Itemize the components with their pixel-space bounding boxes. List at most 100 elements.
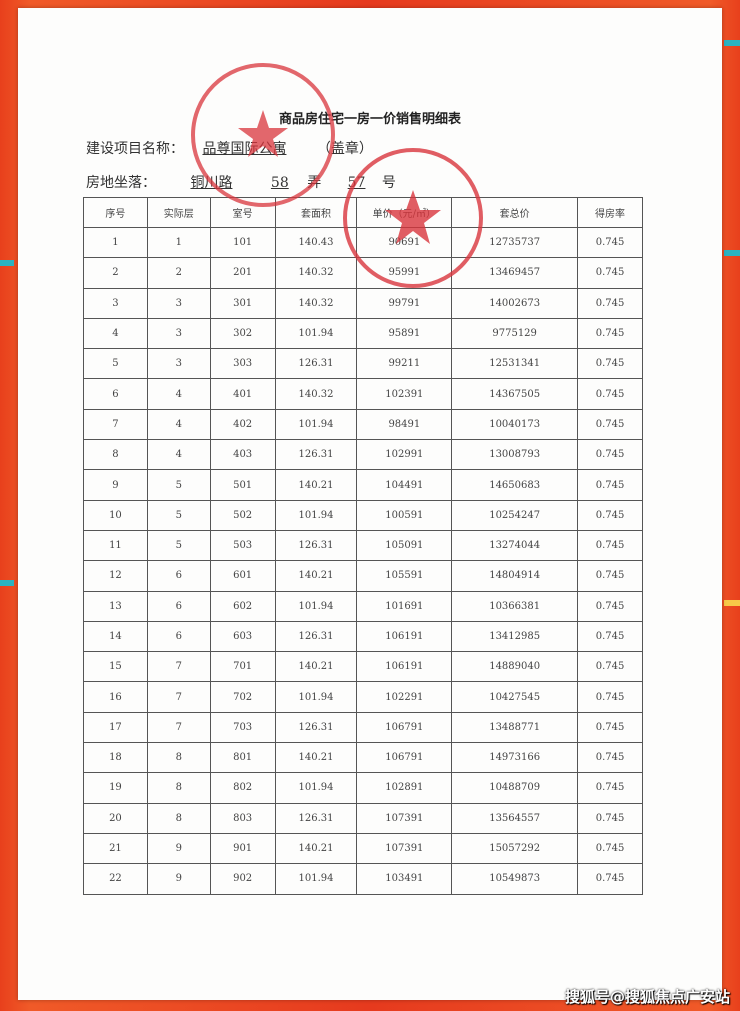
table-row: 9 5 501 140.21 104491 14650683 0.745 xyxy=(83,469,643,501)
table-cell: 5 xyxy=(146,499,211,531)
table-cell: 6 xyxy=(83,378,148,410)
column-header: 室号 xyxy=(209,197,276,228)
table-cell: 502 xyxy=(209,499,276,531)
table-cell: 1 xyxy=(83,226,148,259)
table-cell: 126.31 xyxy=(274,620,358,653)
table-cell: 4 xyxy=(83,317,148,350)
column-header: 单价（元/㎡） xyxy=(356,197,453,228)
table-row: 20 8 803 126.31 107391 13564557 0.745 xyxy=(83,802,643,834)
table-row: 18 8 801 140.21 106791 14973166 0.745 xyxy=(83,742,643,774)
table-cell: 99211 xyxy=(356,348,453,380)
table-cell: 11 xyxy=(83,529,148,562)
table-cell: 102991 xyxy=(356,439,453,471)
location-line: 房地坐落： 铜川路 58 弄 57 号 xyxy=(86,172,396,192)
column-header: 实际层 xyxy=(146,197,211,228)
column-header: 套总价 xyxy=(451,197,579,228)
table-cell: 501 xyxy=(209,469,276,501)
table-cell: 105091 xyxy=(356,529,453,562)
decor-stripe xyxy=(724,250,740,256)
table-cell: 6 xyxy=(146,620,211,653)
house-number: 57 xyxy=(347,175,366,191)
table-cell: 95891 xyxy=(356,317,453,350)
table-cell: 0.745 xyxy=(577,772,643,804)
table-cell: 13 xyxy=(83,590,148,622)
table-cell: 106791 xyxy=(356,711,453,744)
table-cell: 140.43 xyxy=(274,226,358,259)
table-cell: 107391 xyxy=(356,832,453,865)
table-cell: 140.21 xyxy=(274,742,358,774)
table-row: 5 3 303 126.31 99211 12531341 0.745 xyxy=(83,348,643,380)
table-cell: 0.745 xyxy=(577,711,643,744)
table-cell: 5 xyxy=(146,529,211,562)
table-cell: 3 xyxy=(146,317,211,350)
table-cell: 101 xyxy=(209,226,276,259)
table-cell: 9 xyxy=(83,469,148,501)
table-cell: 0.745 xyxy=(577,408,643,441)
table-cell: 101.94 xyxy=(274,772,358,804)
table-cell: 13274044 xyxy=(451,529,579,562)
table-cell: 0.745 xyxy=(577,469,643,501)
table-cell: 101.94 xyxy=(274,590,358,622)
table-cell: 5 xyxy=(83,348,148,380)
table-cell: 803 xyxy=(209,802,276,834)
table-cell: 15 xyxy=(83,651,148,683)
table-cell: 14804914 xyxy=(451,560,579,592)
table-cell: 0.745 xyxy=(577,620,643,653)
table-cell: 90691 xyxy=(356,226,453,259)
table-cell: 10427545 xyxy=(451,681,579,713)
table-header-row: 序号 实际层 室号 套面积 单价（元/㎡） 套总价 得房率 xyxy=(83,197,643,228)
table-cell: 100591 xyxy=(356,499,453,531)
table-cell: 107391 xyxy=(356,802,453,834)
table-cell: 104491 xyxy=(356,469,453,501)
table-cell: 126.31 xyxy=(274,348,358,380)
table-row: 22 9 902 101.94 103491 10549873 0.745 xyxy=(83,863,643,895)
table-cell: 19 xyxy=(83,772,148,804)
table-cell: 702 xyxy=(209,681,276,713)
table-cell: 402 xyxy=(209,408,276,441)
table-cell: 13008793 xyxy=(451,439,579,471)
column-header: 得房率 xyxy=(577,197,643,228)
table-cell: 601 xyxy=(209,560,276,592)
table-cell: 14973166 xyxy=(451,742,579,774)
table-cell: 802 xyxy=(209,772,276,804)
table-cell: 703 xyxy=(209,711,276,744)
table-cell: 21 xyxy=(83,832,148,865)
table-row: 3 3 301 140.32 99791 14002673 0.745 xyxy=(83,287,643,319)
table-cell: 0.745 xyxy=(577,439,643,471)
table-cell: 7 xyxy=(146,651,211,683)
table-cell: 140.21 xyxy=(274,651,358,683)
table-cell: 4 xyxy=(146,408,211,441)
table-cell: 3 xyxy=(146,348,211,380)
table-row: 16 7 702 101.94 102291 10427545 0.745 xyxy=(83,681,643,713)
table-row: 19 8 802 101.94 102891 10488709 0.745 xyxy=(83,772,643,804)
project-label: 建设项目名称： xyxy=(86,141,184,157)
table-cell: 0.745 xyxy=(577,348,643,380)
table-cell: 302 xyxy=(209,317,276,350)
table-cell: 0.745 xyxy=(577,742,643,774)
table-cell: 0.745 xyxy=(577,226,643,259)
table-cell: 401 xyxy=(209,378,276,410)
table-cell: 403 xyxy=(209,439,276,471)
table-cell: 0.745 xyxy=(577,832,643,865)
table-row: 17 7 703 126.31 106791 13488771 0.745 xyxy=(83,711,643,744)
table-row: 12 6 601 140.21 105591 14804914 0.745 xyxy=(83,560,643,592)
table-cell: 14 xyxy=(83,620,148,653)
table-cell: 106791 xyxy=(356,742,453,774)
table-row: 21 9 901 140.21 107391 15057292 0.745 xyxy=(83,832,643,865)
table-row: 15 7 701 140.21 106191 14889040 0.745 xyxy=(83,651,643,683)
lane-label: 弄 xyxy=(307,175,322,191)
table-cell: 14367505 xyxy=(451,378,579,410)
table-cell: 8 xyxy=(146,772,211,804)
table-cell: 14002673 xyxy=(451,287,579,319)
column-header: 套面积 xyxy=(274,197,358,228)
table-cell: 0.745 xyxy=(577,802,643,834)
table-cell: 99791 xyxy=(356,287,453,319)
table-cell: 10549873 xyxy=(451,863,579,895)
table-cell: 0.745 xyxy=(577,378,643,410)
table-cell: 801 xyxy=(209,742,276,774)
table-cell: 13488771 xyxy=(451,711,579,744)
table-cell: 13564557 xyxy=(451,802,579,834)
table-cell: 101.94 xyxy=(274,317,358,350)
table-cell: 126.31 xyxy=(274,711,358,744)
seal-note: （盖章） xyxy=(316,141,373,157)
